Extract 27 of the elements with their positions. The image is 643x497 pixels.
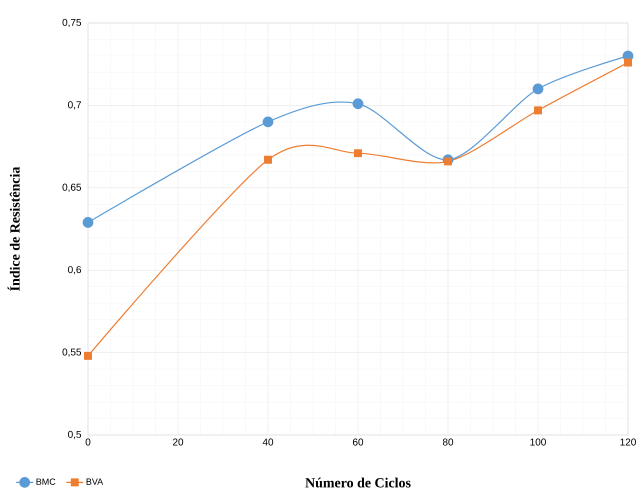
y-axis-title: Índice de Resistência (8, 166, 20, 291)
point (354, 149, 362, 158)
y-tick-label: 0,65 (62, 184, 82, 192)
x-tick-label: 100 (530, 438, 546, 446)
y-tick-label: 0,55 (62, 348, 82, 357)
point (624, 58, 632, 67)
x-tick-label: 40 (262, 438, 274, 446)
point (82, 217, 94, 228)
point (352, 98, 364, 110)
point (534, 106, 542, 114)
point (444, 157, 452, 166)
y-tick-label: 0,6 (68, 266, 82, 274)
point (264, 156, 272, 164)
x-axis-title: Número de Ciclos (305, 478, 411, 488)
legend-label: BMC (36, 478, 56, 485)
x-tick-label: 120 (620, 438, 636, 446)
x-tick-label: 20 (172, 438, 184, 446)
y-tick-label: 0,7 (68, 101, 81, 110)
point (84, 352, 92, 360)
point (262, 116, 274, 128)
y-tick-label: 0,75 (62, 18, 82, 28)
point (532, 84, 544, 94)
x-tick-label: 80 (442, 438, 454, 446)
x-tick-label: 0 (86, 438, 90, 446)
x-tick-label: 60 (352, 438, 364, 446)
y-tick-label: 0,5 (68, 430, 82, 440)
legend-label: BVA (86, 478, 104, 485)
